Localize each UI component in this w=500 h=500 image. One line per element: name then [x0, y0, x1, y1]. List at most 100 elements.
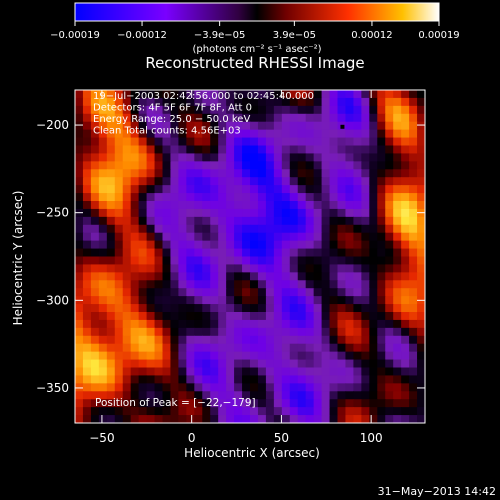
- heatmap-cell: [257, 185, 267, 194]
- heatmap-cell: [265, 367, 275, 377]
- heatmap-cell: [234, 224, 243, 234]
- heatmap-cell: [385, 216, 394, 226]
- heatmap-cell: [297, 335, 307, 345]
- heatmap-cell: [353, 177, 362, 186]
- heatmap-cell: [202, 359, 211, 369]
- heatmap-cell: [345, 312, 354, 321]
- heatmap-cell: [210, 351, 219, 361]
- heatmap-cell: [377, 105, 386, 115]
- heatmap-cell: [305, 97, 315, 107]
- heatmap-cell: [353, 312, 362, 321]
- heatmap-cell: [82, 201, 92, 210]
- heatmap-cell: [154, 137, 164, 147]
- heatmap-cell: [289, 272, 299, 281]
- heatmap-cell: [138, 280, 148, 289]
- heatmap-cell: [289, 232, 299, 242]
- heatmap-cell: [313, 224, 323, 234]
- heatmap-cell: [170, 161, 179, 170]
- heatmap-cell: [138, 185, 148, 194]
- heatmap-cell: [385, 256, 394, 266]
- heatmap-cell: [154, 208, 164, 218]
- heatmap-cell: [242, 185, 251, 194]
- heatmap-cell: [393, 153, 402, 162]
- heatmap-cell: [297, 327, 307, 337]
- heatmap-cell: [417, 121, 425, 131]
- heatmap-cell: [345, 105, 354, 115]
- heatmap-cell: [265, 129, 275, 139]
- heatmap-cell: [417, 90, 425, 99]
- heatmap-cell: [417, 97, 425, 107]
- heatmap-cell: [130, 105, 140, 115]
- heatmap-cell: [138, 319, 148, 329]
- heatmap-cell: [377, 240, 386, 250]
- heatmap-cell: [138, 256, 148, 266]
- heatmap-cell: [297, 399, 307, 408]
- heatmap-cell: [170, 248, 179, 258]
- heatmap-cell: [313, 391, 323, 400]
- heatmap-cell: [106, 248, 116, 258]
- heatmap-cell: [313, 319, 323, 329]
- heatmap-cell: [75, 280, 84, 289]
- heatmap-cell: [138, 288, 148, 297]
- heatmap-cell: [361, 90, 370, 99]
- heatmap-cell: [289, 240, 299, 250]
- heatmap-cell: [329, 383, 339, 392]
- heatmap-cell: [250, 264, 259, 273]
- heatmap-cell: [361, 383, 370, 392]
- heatmap-cell: [178, 367, 187, 377]
- heatmap-cell: [297, 121, 307, 131]
- heatmap-cell: [305, 399, 315, 408]
- heatmap-cell: [170, 343, 179, 353]
- heatmap-cell: [75, 208, 84, 218]
- heatmap-cell: [218, 296, 227, 305]
- heatmap-cell: [281, 335, 291, 345]
- heatmap-cell: [281, 304, 291, 313]
- heatmap-cell: [409, 407, 418, 416]
- heatmap-cell: [90, 351, 100, 361]
- heatmap-cell: [257, 383, 267, 392]
- heatmap-cell: [393, 367, 402, 377]
- heatmap-cell: [114, 359, 124, 369]
- heatmap-cell: [353, 105, 362, 115]
- heatmap-cell: [130, 264, 140, 273]
- heatmap-cell: [313, 145, 323, 155]
- heatmap-cell: [130, 224, 140, 234]
- heatmap-cell: [106, 193, 116, 202]
- heatmap-cell: [393, 415, 402, 423]
- heatmap-cell: [257, 232, 267, 242]
- heatmap-cell: [305, 153, 315, 162]
- heatmap-cell: [130, 351, 140, 361]
- heatmap-cell: [114, 169, 124, 178]
- heatmap-cell: [337, 224, 347, 234]
- heatmap-cell: [377, 264, 386, 273]
- heatmap-cell: [130, 296, 140, 305]
- heatmap-cell: [369, 296, 378, 305]
- heatmap-cell: [226, 351, 235, 361]
- heatmap-cell: [265, 177, 275, 186]
- heatmap-cell: [329, 208, 339, 218]
- heatmap-cell: [210, 367, 219, 377]
- heatmap-cell: [329, 280, 339, 289]
- heatmap-cell: [361, 256, 370, 266]
- heatmap-cell: [281, 272, 291, 281]
- heatmap-cell: [289, 193, 299, 202]
- heatmap-cell: [409, 145, 418, 155]
- heatmap-cell: [273, 185, 283, 194]
- heatmap-cell: [75, 201, 84, 210]
- heatmap-cell: [75, 185, 84, 194]
- heatmap-cell: [257, 201, 267, 210]
- heatmap-cell: [186, 399, 195, 408]
- heatmap-cell: [281, 359, 291, 369]
- heatmap-cell: [417, 201, 425, 210]
- heatmap-cell: [409, 327, 418, 337]
- heatmap-cell: [194, 169, 203, 178]
- heatmap-cell: [202, 343, 211, 353]
- heatmap-cell: [257, 367, 267, 377]
- heatmap-cell: [178, 153, 187, 162]
- heatmap-cell: [130, 121, 140, 131]
- heatmap-cell: [281, 153, 291, 162]
- heatmap-cell: [178, 105, 187, 115]
- heatmap-cell: [162, 90, 172, 99]
- heatmap-cell: [305, 272, 315, 281]
- heatmap-cell: [114, 177, 124, 186]
